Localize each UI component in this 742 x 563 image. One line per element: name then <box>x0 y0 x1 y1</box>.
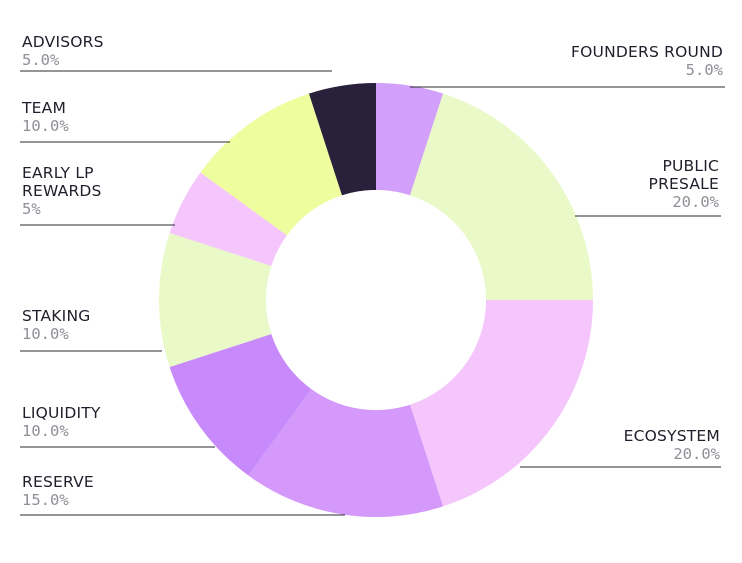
slice-reserve <box>248 388 444 517</box>
label-pct-ecosystem: 20.0% <box>673 445 720 463</box>
label-name-liquidity: LIQUIDITY <box>22 404 101 422</box>
label-name-team: TEAM <box>21 99 66 117</box>
slice-liquidity <box>169 333 312 476</box>
slice-team <box>200 93 343 236</box>
slice-advisors <box>308 83 376 196</box>
label-pct-liquidity: 10.0% <box>22 422 69 440</box>
label-name-public-presale: PUBLIC PRESALE <box>649 157 719 193</box>
label-name-founders-round: FOUNDERS ROUND <box>571 43 723 61</box>
label-pct-team: 10.0% <box>22 117 69 135</box>
label-name-reserve: RESERVE <box>22 473 94 491</box>
label-name-early-lp-rewards: EARLY LP REWARDS <box>22 164 102 200</box>
label-name-staking: STAKING <box>22 307 90 325</box>
slice-ecosystem <box>409 300 593 507</box>
slice-staking <box>159 232 272 368</box>
slice-founders-round <box>376 83 444 196</box>
label-pct-advisors: 5.0% <box>22 51 60 69</box>
label-name-advisors: ADVISORS <box>22 33 104 51</box>
leader-lines <box>20 70 725 516</box>
label-pct-public-presale: 20.0% <box>672 193 719 211</box>
slice-early-lp-rewards <box>169 172 288 267</box>
label-pct-founders-round: 5.0% <box>686 61 724 79</box>
label-name-ecosystem: ECOSYSTEM <box>624 427 720 445</box>
label-pct-early-lp-rewards: 5% <box>22 200 41 218</box>
label-pct-reserve: 15.0% <box>22 491 69 509</box>
donut-slices <box>159 83 593 517</box>
label-pct-staking: 10.0% <box>22 325 69 343</box>
donut-hole <box>266 190 486 410</box>
slice-public-presale <box>409 93 593 301</box>
